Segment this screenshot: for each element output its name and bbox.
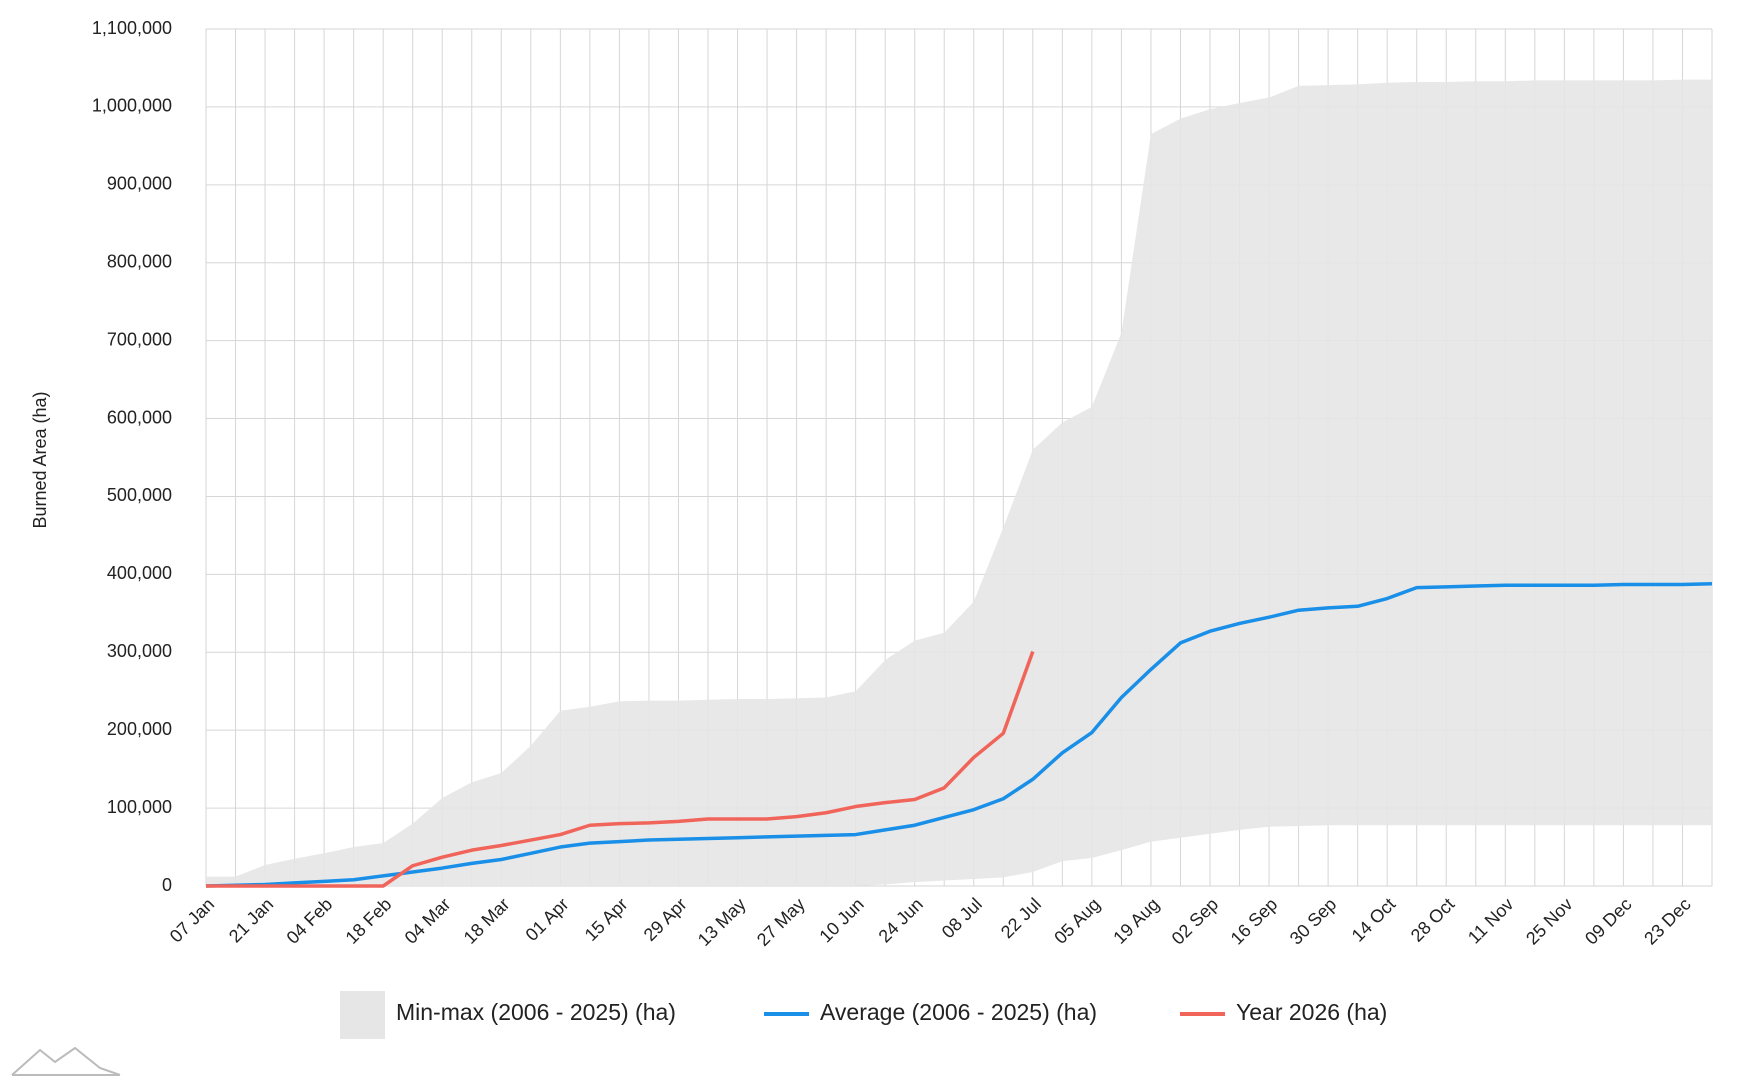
y-tick-label: 300,000 <box>107 641 172 661</box>
logo <box>11 1046 121 1076</box>
x-tick-label: 13 May <box>694 894 750 950</box>
legend-label: Year 2026 (ha) <box>1236 999 1387 1025</box>
x-tick-label: 05 Aug <box>1050 894 1104 948</box>
y-tick-label: 800,000 <box>107 251 172 271</box>
y-tick-label: 700,000 <box>107 329 172 349</box>
x-tick-label: 21 Jan <box>225 894 277 946</box>
x-tick-label: 18 Feb <box>342 894 396 948</box>
line-series <box>206 650 1035 888</box>
y-tick-label: 400,000 <box>107 563 172 583</box>
y-tick-label: 1,000,000 <box>92 96 172 116</box>
x-tick-label: 28 Oct <box>1407 894 1459 946</box>
x-tick-label: 16 Sep <box>1227 894 1281 948</box>
x-tick-label: 23 Dec <box>1640 894 1694 948</box>
x-tick-label: 24 Jun <box>875 894 927 946</box>
x-tick-label: 29 Apr <box>640 894 691 945</box>
range-area <box>206 79 1712 886</box>
legend-label: Average (2006 - 2025) (ha) <box>820 999 1097 1025</box>
y-tick-label: 0 <box>162 875 172 895</box>
x-tick-label: 27 May <box>753 894 809 950</box>
x-tick-label: 04 Feb <box>283 894 337 948</box>
x-tick-label: 11 Nov <box>1464 894 1518 948</box>
x-tick-label: 01 Apr <box>522 894 573 945</box>
x-tick-label: 09 Dec <box>1581 894 1635 948</box>
range-area-group <box>206 79 1712 886</box>
y-tick-label: 1,100,000 <box>92 18 172 38</box>
y-tick-label: 900,000 <box>107 174 172 194</box>
y-tick-label: 200,000 <box>107 719 172 739</box>
x-tick-label: 02 Sep <box>1168 894 1222 948</box>
x-tick-label: 30 Sep <box>1286 894 1340 948</box>
y-tick-label: 100,000 <box>107 797 172 817</box>
y-tick-label: 500,000 <box>107 485 172 505</box>
x-tick-label: 19 Aug <box>1109 894 1163 948</box>
legend-label: Min-max (2006 - 2025) (ha) <box>396 999 676 1025</box>
y-axis-title: Burned Area (ha) <box>30 391 50 528</box>
legend-swatch <box>340 991 385 1039</box>
x-tick-label: 10 Jun <box>815 894 867 946</box>
x-tick-label: 07 Jan <box>166 894 218 946</box>
line-series <box>205 581 1713 888</box>
x-tick-label: 22 Jul <box>997 894 1045 942</box>
x-tick-label: 18 Mar <box>460 894 514 948</box>
logo-mark <box>11 1046 121 1076</box>
x-tick-label: 08 Jul <box>938 894 986 942</box>
y-tick-label: 600,000 <box>107 407 172 427</box>
x-tick-label: 14 Oct <box>1348 894 1400 946</box>
x-tick-label: 04 Mar <box>401 894 455 948</box>
x-tick-label: 15 Apr <box>581 894 632 945</box>
x-tick-label: 25 Nov <box>1522 894 1576 948</box>
